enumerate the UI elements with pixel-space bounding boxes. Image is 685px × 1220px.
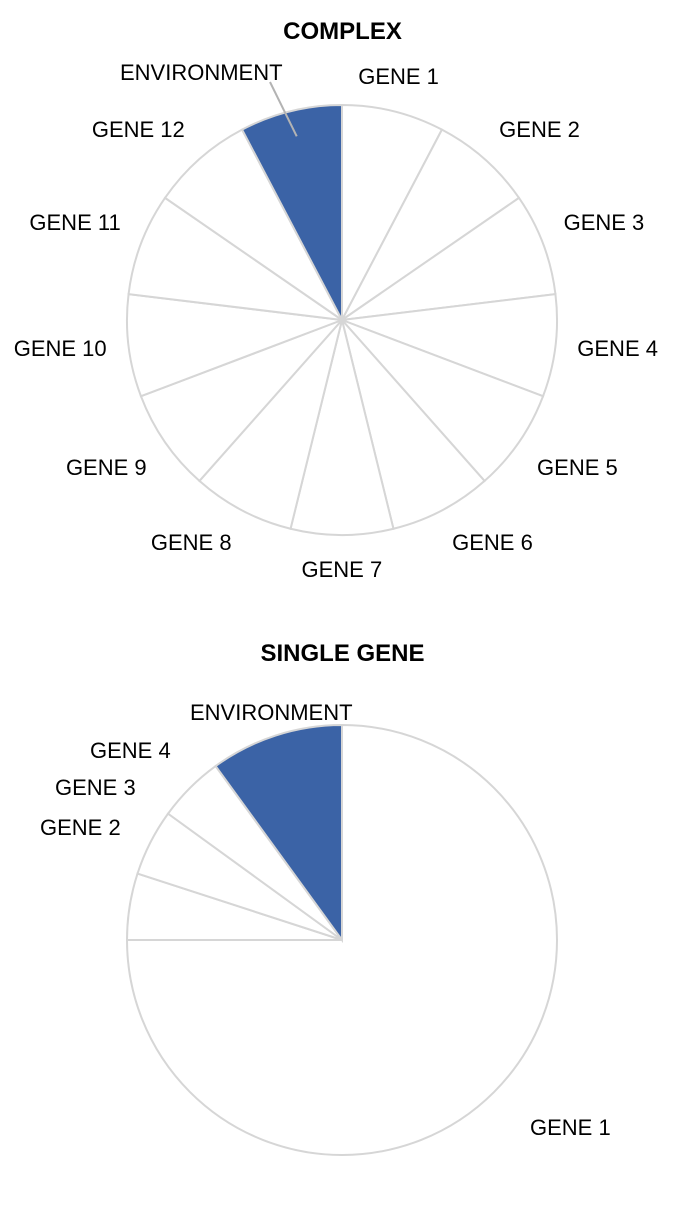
slice-label: GENE 2 [40, 815, 121, 841]
slice-label: GENE 11 [29, 210, 120, 236]
slice-label: GENE 4 [90, 738, 171, 764]
slice-label: GENE 4 [577, 336, 658, 362]
slice-label: GENE 10 [14, 336, 107, 362]
slice-label: GENE 6 [452, 530, 533, 556]
slice-label-environment-top: ENVIRONMENT [120, 60, 283, 86]
pie-chart-complex [0, 0, 685, 600]
slice-label: GENE 2 [499, 117, 580, 143]
slice-label: GENE 1 [358, 64, 439, 90]
slice-label: GENE 9 [66, 455, 147, 481]
slice-label: GENE 7 [302, 557, 383, 583]
slice-label: GENE 8 [151, 530, 232, 556]
slice-label: GENE 12 [92, 117, 185, 143]
slice-label: GENE 3 [55, 775, 136, 801]
slice-label: GENE 3 [564, 210, 645, 236]
slice-label: ENVIRONMENT [190, 700, 353, 726]
slice-label: GENE 5 [537, 455, 618, 481]
slice-label: GENE 1 [530, 1115, 611, 1141]
